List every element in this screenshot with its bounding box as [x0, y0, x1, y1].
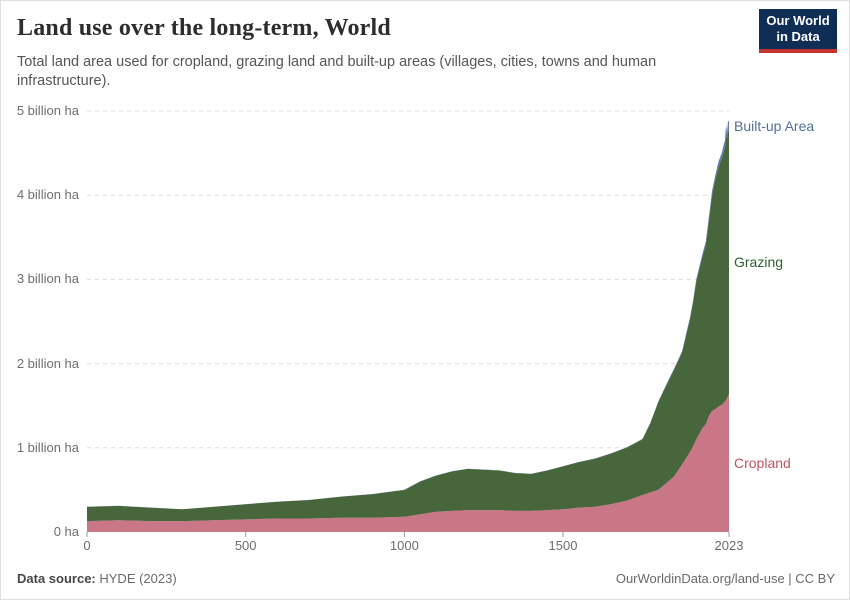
y-axis-label-3: 3 billion ha — [16, 271, 79, 287]
owid-logo[interactable]: Our World in Data — [759, 9, 837, 53]
x-axis-label-1000: 1000 — [389, 538, 419, 553]
area-cropland[interactable] — [87, 393, 729, 532]
series-label-built-up-area[interactable]: Built-up Area — [734, 118, 815, 135]
y-axis-label-1: 1 billion ha — [16, 439, 79, 455]
area-grazing[interactable] — [87, 130, 729, 522]
footer-link[interactable]: OurWorldinData.org/land-use | CC BY — [615, 571, 835, 586]
logo-line-2: in Data — [776, 29, 820, 44]
page-title: Land use over the long-term, World — [17, 15, 391, 41]
y-axis-label-0: 0 ha — [53, 524, 79, 539]
x-axis-label-0: 0 — [83, 538, 91, 553]
data-source: Data source: HYDE (2023) — [17, 571, 177, 586]
series-label-grazing[interactable]: Grazing — [734, 254, 784, 271]
x-axis-label-500: 500 — [234, 538, 257, 553]
chart-subtitle: Total land area used for cropland, grazi… — [17, 54, 657, 90]
series-label-cropland[interactable]: Cropland — [734, 454, 791, 471]
x-axis-label-2023: 2023 — [714, 538, 744, 553]
y-axis-label-5: 5 billion ha — [16, 103, 79, 118]
logo-line-1: Our World — [766, 12, 830, 28]
y-axis-label-4: 4 billion ha — [16, 187, 79, 203]
data-source-value: HYDE (2023) — [99, 571, 177, 586]
data-source-label: Data source: — [17, 571, 96, 586]
y-axis-label-2: 2 billion ha — [16, 355, 79, 371]
x-axis-label-1500: 1500 — [548, 538, 578, 553]
